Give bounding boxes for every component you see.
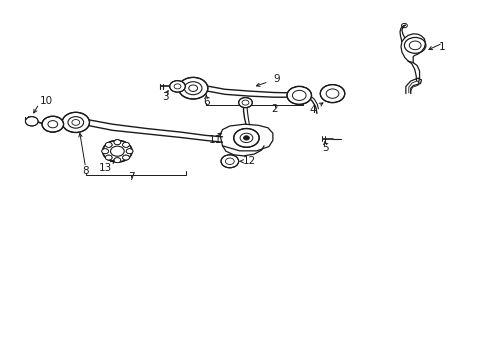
Circle shape <box>178 77 207 99</box>
Circle shape <box>114 158 121 163</box>
Text: 3: 3 <box>162 92 168 102</box>
Circle shape <box>126 149 133 154</box>
Circle shape <box>102 149 108 154</box>
Text: 6: 6 <box>203 96 209 107</box>
Text: 12: 12 <box>242 156 256 166</box>
Text: 10: 10 <box>40 96 53 106</box>
Text: 9: 9 <box>272 74 279 84</box>
Circle shape <box>122 155 129 160</box>
Text: 11: 11 <box>208 135 222 145</box>
Circle shape <box>169 81 185 92</box>
Text: 4: 4 <box>309 105 316 115</box>
Circle shape <box>62 112 89 132</box>
Text: 5: 5 <box>321 143 328 153</box>
Circle shape <box>243 136 249 140</box>
Circle shape <box>42 116 63 132</box>
Text: 8: 8 <box>82 166 89 176</box>
Circle shape <box>286 86 311 104</box>
Circle shape <box>25 117 38 126</box>
Circle shape <box>102 140 132 162</box>
Text: 2: 2 <box>271 104 278 114</box>
Text: 13: 13 <box>98 163 112 173</box>
Circle shape <box>105 155 112 160</box>
Circle shape <box>114 140 121 145</box>
Text: 7: 7 <box>127 172 134 182</box>
Circle shape <box>221 155 238 168</box>
Circle shape <box>122 142 129 147</box>
Circle shape <box>238 98 252 108</box>
Circle shape <box>233 129 259 147</box>
Text: 1: 1 <box>438 42 445 52</box>
Circle shape <box>320 85 344 103</box>
Circle shape <box>105 142 112 147</box>
